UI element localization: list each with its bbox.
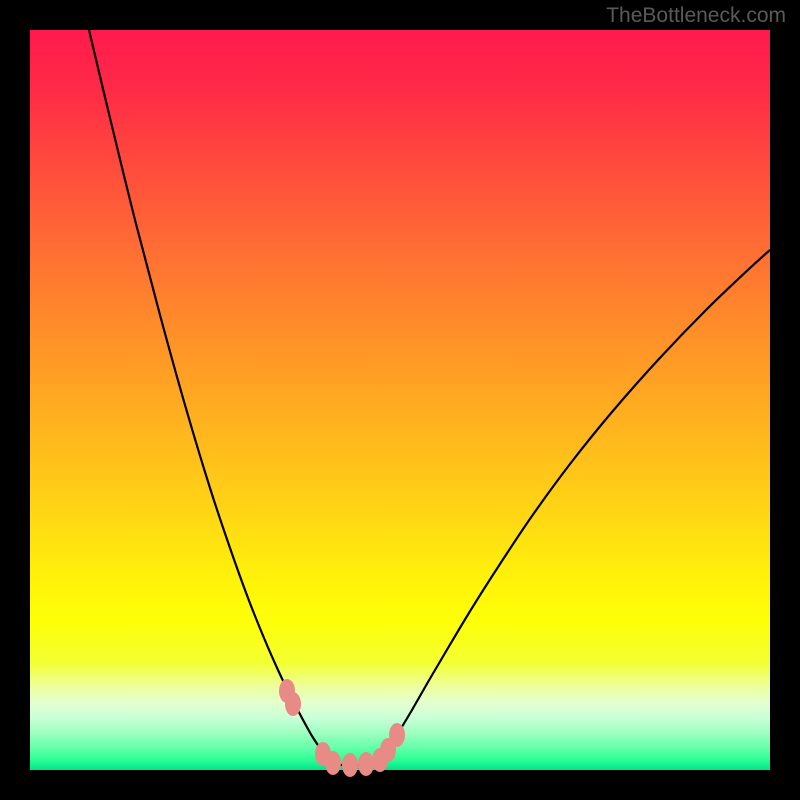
marker-dot: [358, 752, 374, 776]
marker-dot: [325, 751, 341, 775]
marker-group: [279, 679, 405, 777]
plot-area: [30, 30, 770, 770]
marker-dot: [285, 692, 301, 716]
marker-dot: [342, 753, 358, 777]
bottleneck-curve-right: [376, 250, 770, 765]
watermark-text: TheBottleneck.com: [606, 4, 786, 28]
curve-layer: [30, 30, 770, 770]
marker-dot: [389, 723, 405, 747]
bottleneck-curve-left: [89, 30, 336, 765]
